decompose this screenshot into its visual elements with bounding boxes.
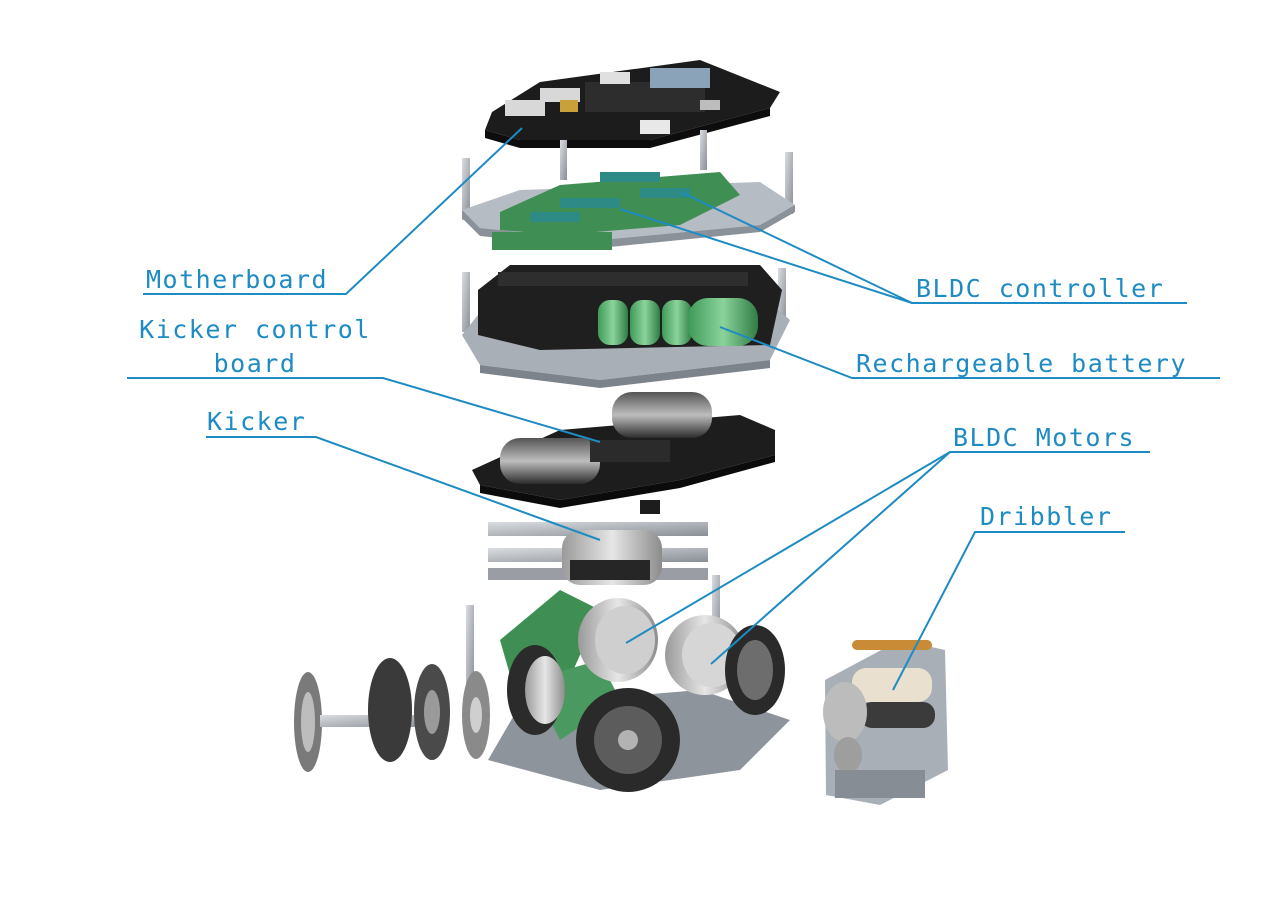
- callout-line-motherboard: [143, 127, 523, 295]
- label-rechargeable-battery: Rechargeable battery: [856, 349, 1188, 378]
- label-motherboard: Motherboard: [146, 265, 329, 294]
- kicker-part: [488, 522, 708, 585]
- omni-wheel-parts: [294, 658, 490, 772]
- callout-line-kicker-control-board: [127, 377, 601, 443]
- chassis-motors-part: [466, 575, 790, 792]
- callout-line-dribbler: [892, 531, 1125, 691]
- label-dribbler: Dribbler: [980, 502, 1113, 531]
- label-kicker: Kicker: [207, 407, 307, 436]
- battery-part: [462, 265, 790, 388]
- callout-line-kicker: [206, 436, 601, 541]
- motherboard-part: [485, 60, 780, 148]
- callout-line-battery: [719, 326, 1220, 379]
- label-kicker-control-board-line1: Kicker control: [139, 315, 371, 344]
- label-kicker-control-board-line2: board: [213, 349, 297, 378]
- callout-line-bldc-controller-b: [680, 191, 913, 304]
- label-bldc-motors: BLDC Motors: [953, 423, 1136, 452]
- callout-lines: [127, 127, 1220, 691]
- dribbler-part: [823, 640, 948, 805]
- callout-line-bldc-motors-b: [710, 451, 951, 665]
- kicker-control-board-part: [472, 392, 775, 514]
- label-bldc-controller: BLDC controller: [916, 274, 1165, 303]
